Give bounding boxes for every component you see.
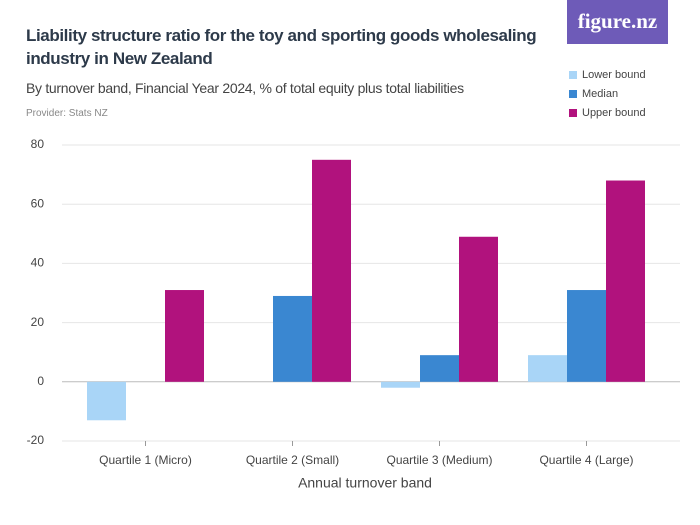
chart-subtitle: By turnover band, Financial Year 2024, %… [26, 80, 464, 96]
y-tick-label: 40 [31, 256, 45, 270]
bar [606, 180, 645, 382]
legend-swatch [569, 71, 577, 79]
bar [528, 355, 567, 382]
y-tick-label: 80 [31, 137, 45, 151]
y-tick-label: -20 [27, 433, 45, 447]
bar [381, 381, 420, 388]
bar [87, 381, 126, 421]
x-axis-label: Annual turnover band [298, 475, 432, 491]
x-tick-label: Quartile 3 (Medium) [386, 453, 492, 467]
provider: Provider: Stats NZ [26, 108, 108, 119]
legend-swatch [569, 90, 577, 98]
bar [165, 290, 204, 382]
legend-swatch [569, 109, 577, 117]
bar [567, 290, 606, 382]
bar [459, 236, 498, 382]
bar [420, 355, 459, 382]
bar [312, 159, 351, 382]
x-tick-label: Quartile 2 (Small) [246, 453, 339, 467]
y-tick-label: 0 [37, 374, 44, 388]
legend-label: Upper bound [582, 107, 646, 119]
y-tick-label: 20 [31, 315, 45, 329]
legend-label: Median [582, 88, 618, 100]
x-tick-label: Quartile 1 (Micro) [99, 453, 192, 467]
bar [273, 295, 312, 382]
legend-label: Lower bound [582, 69, 646, 81]
x-tick-label: Quartile 4 (Large) [539, 453, 633, 467]
chart-title: Liability structure ratio for the toy an… [26, 26, 537, 68]
logo[interactable]: figure.nz [567, 0, 668, 44]
y-tick-label: 60 [31, 196, 45, 210]
